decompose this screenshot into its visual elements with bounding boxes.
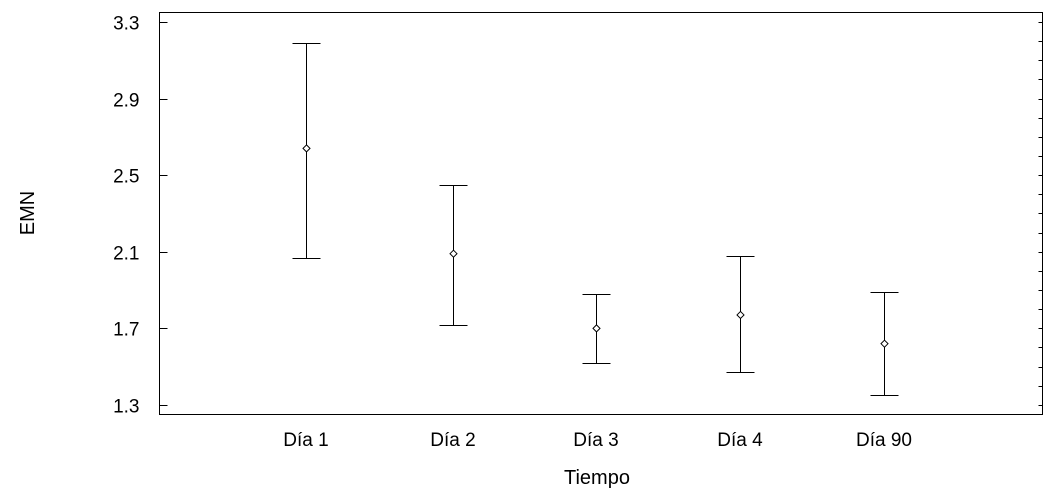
error-bars: [292, 43, 899, 396]
x-axis-tick-labels: Día 1 Día 2 Día 3 Día 4 Día 90: [283, 430, 912, 451]
x-axis-title: Tiempo: [564, 467, 630, 489]
mean-markers: [302, 144, 889, 348]
x-tick-label: Día 1: [283, 430, 328, 451]
y-tick-label: 2.1: [113, 244, 139, 265]
mean-marker: [302, 144, 311, 153]
x-tick-label: Día 2: [430, 430, 475, 451]
plot-frame: [159, 12, 1043, 415]
y-tick-label: 2.5: [113, 167, 139, 188]
x-tick-label: Día 3: [573, 430, 618, 451]
mean-marker: [592, 324, 601, 333]
x-tick-label: Día 4: [717, 430, 763, 451]
x-tick-label: Día 90: [856, 430, 912, 451]
y-tick-label: 2.9: [113, 91, 139, 112]
y-tick-label: 1.7: [113, 320, 139, 341]
mean-marker: [880, 339, 889, 348]
y-axis-title: EMN: [17, 191, 39, 235]
y-axis-tick-labels: 1.3 1.7 2.1 2.5 2.9 3.3: [113, 14, 139, 418]
right-axis-ticks: [1038, 22, 1043, 406]
mean-marker: [736, 310, 745, 320]
y-axis-ticks: [159, 22, 168, 406]
y-tick-label: 3.3: [113, 14, 139, 35]
y-tick-label: 1.3: [113, 397, 139, 418]
mean-marker: [449, 249, 458, 258]
